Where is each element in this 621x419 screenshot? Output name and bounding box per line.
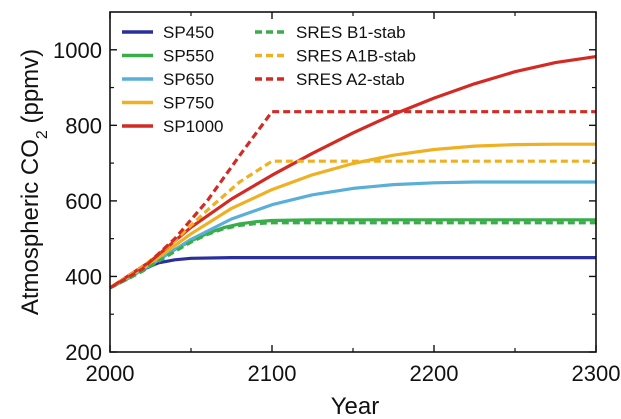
x-tick-label-2200: 2200 bbox=[410, 361, 459, 386]
y-tick-label-1000: 1000 bbox=[53, 38, 102, 63]
y-axis-title: Atmospheric CO2 (ppmv) bbox=[17, 49, 51, 315]
y-tick-label-600: 600 bbox=[65, 189, 102, 214]
legend-label-sres-b1-stab: SRES B1-stab bbox=[296, 23, 406, 42]
series-line-sres-b1-stab bbox=[109, 221, 596, 290]
legend-label-sres-a2-stab: SRES A2-stab bbox=[296, 70, 405, 89]
series-line-sp450 bbox=[109, 256, 596, 290]
ticks-layer: 2000 2100 2200 2300 200 400 600 800 1000 bbox=[53, 12, 620, 386]
x-tick-label-2300: 2300 bbox=[572, 361, 621, 386]
series-layer bbox=[109, 55, 597, 290]
legend-label-sp450: SP450 bbox=[163, 23, 214, 42]
y-tick-label-200: 200 bbox=[65, 340, 102, 365]
x-tick-label-2100: 2100 bbox=[248, 361, 297, 386]
series-line-sp650 bbox=[109, 180, 596, 290]
y-axis-title-main: Atmospheric CO bbox=[17, 139, 44, 315]
y-tick-label-400: 400 bbox=[65, 264, 102, 289]
legend: SP450 SP550 SP650 SP750 SP1000 SRES B1-stab SR… bbox=[122, 23, 416, 136]
series-line-sres-a1b-stab bbox=[109, 159, 596, 290]
legend-label-sres-a1b-stab: SRES A1B-stab bbox=[296, 47, 416, 66]
series-line-sp1000 bbox=[109, 55, 597, 290]
x-axis-title: Year bbox=[331, 393, 380, 419]
y-tick-label-800: 800 bbox=[65, 113, 102, 138]
y-axis-title-subscript: 2 bbox=[34, 130, 51, 139]
legend-label-sp550: SP550 bbox=[163, 47, 214, 66]
legend-label-sp750: SP750 bbox=[163, 94, 214, 113]
legend-label-sp650: SP650 bbox=[163, 70, 214, 89]
legend-label-sp1000: SP1000 bbox=[163, 117, 224, 136]
y-axis-title-unit: (ppmv) bbox=[17, 49, 44, 130]
x-tick-label-2000: 2000 bbox=[86, 361, 135, 386]
series-line-sp750 bbox=[109, 142, 596, 290]
series-line-sres-a2-stab bbox=[109, 110, 596, 290]
